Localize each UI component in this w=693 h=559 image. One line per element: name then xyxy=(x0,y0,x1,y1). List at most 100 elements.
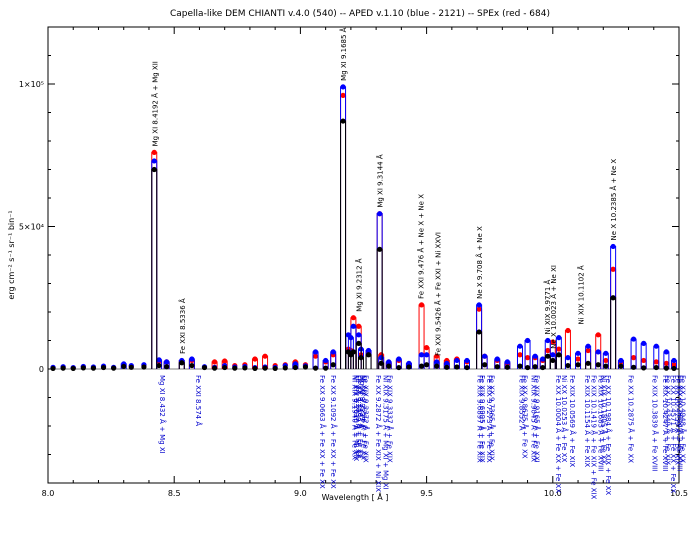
series-1-point xyxy=(418,352,425,358)
series-2-bar xyxy=(340,94,347,369)
series-2-point xyxy=(575,356,581,362)
series-0-point xyxy=(595,362,601,368)
line-label-bottom: Fe XIX 9.2372 Å + Fe XIX xyxy=(361,375,370,463)
series-0-point xyxy=(151,166,157,173)
line-label-bottom: Fe XIX 9.6995 Å + Fe XIX xyxy=(478,375,487,463)
series-1-point xyxy=(550,352,556,358)
line-label-bottom: Fe XX 10.4948 Å + Fe XX xyxy=(679,375,688,463)
series-1-point xyxy=(378,355,384,361)
line-label-top: Fe XXI 8.5336 Å xyxy=(178,298,187,354)
series-1-bar xyxy=(610,245,617,369)
line-label-bottom: Fe XX 10.4349 Å + Fe XIX xyxy=(664,375,673,465)
line-label-bottom: Fe XX 10.4571 Å + Fe XX + Fe XX xyxy=(669,375,678,493)
series-0-point xyxy=(330,362,336,368)
series-0-point xyxy=(222,364,228,371)
series-0-point xyxy=(302,364,309,370)
series-2-bar xyxy=(418,304,425,369)
series-1-point xyxy=(671,357,677,364)
series-0-point xyxy=(111,365,117,371)
line-label-bottom: Fe XX 9.2090 Å + Fe XX xyxy=(354,375,363,459)
series-0-point xyxy=(444,364,450,370)
series-1-point xyxy=(444,360,450,366)
x-tick-label: 10.0 xyxy=(544,489,562,498)
y-tick-label: 0 xyxy=(39,365,44,374)
series-0-point xyxy=(358,355,364,361)
series-1-point xyxy=(653,343,659,349)
series-0-point xyxy=(356,340,362,346)
series-1-point xyxy=(356,332,362,338)
series-0-point xyxy=(575,362,581,368)
series-0-point xyxy=(141,364,147,370)
series-1-point xyxy=(323,357,329,364)
series-0-point xyxy=(406,364,412,370)
y-axis-label: erg cm⁻² s⁻¹ sr⁻¹ bin⁻¹ xyxy=(7,210,16,299)
series-1-point xyxy=(556,335,562,341)
line-label-top: Mg XI 9.3144 Å xyxy=(376,154,385,208)
series-1-point xyxy=(424,352,430,358)
series-1-point xyxy=(532,353,538,359)
series-0-point xyxy=(201,364,208,371)
series-0-point xyxy=(556,352,562,358)
series-0-point xyxy=(464,364,470,371)
series-2-point xyxy=(222,358,228,364)
series-0-point xyxy=(396,364,402,371)
series-1-point xyxy=(292,361,298,367)
series-0-point xyxy=(565,362,571,369)
series-2-point xyxy=(434,353,440,359)
line-label-bottom: Ni XIX 9.9045 Å + Fe XIX xyxy=(530,375,539,462)
x-tick-label: 8.0 xyxy=(42,489,55,498)
line-label-bottom: Ni XIX 9.3175 Å + Mg XI + Mg XI xyxy=(382,375,391,490)
series-1-point xyxy=(340,84,346,90)
series-0 xyxy=(50,118,677,372)
line-label-top: Mg XI 9.1685 Å xyxy=(339,27,348,81)
series-0-bar xyxy=(151,169,158,369)
series-1-point xyxy=(524,337,531,344)
series-1-point xyxy=(575,350,581,356)
series-0-point xyxy=(312,365,319,371)
series-0-point xyxy=(189,362,195,369)
series-1-bar xyxy=(640,342,647,369)
series-layer xyxy=(50,84,677,372)
line-label-top: Fe XXI 9.5426 Å + Fe XXI + Ni XXVI xyxy=(433,232,442,356)
series-1-point xyxy=(504,359,510,365)
series-2-point xyxy=(671,362,677,368)
series-1-point xyxy=(545,337,551,344)
series-2-point xyxy=(356,323,362,329)
series-2-point xyxy=(565,327,571,334)
series-0-point xyxy=(100,364,107,371)
series-0-point xyxy=(603,363,609,369)
line-label-bottom: Ni XIX 9.1940 Å + Fe XX xyxy=(350,375,359,460)
series-0-point xyxy=(70,365,76,372)
series-2-point xyxy=(550,339,556,345)
series-2-point xyxy=(211,359,218,365)
line-label-bottom: Ni XX 10.0253 Å + Fe XX xyxy=(560,375,569,462)
chart-title: Capella-like DEM CHIANTI v.4.0 (540) -- … xyxy=(170,9,550,19)
line-label-bottom: Mg XI 9.2237 Å xyxy=(358,375,367,429)
series-0-point xyxy=(545,353,551,359)
series-1-point xyxy=(164,359,170,365)
series-1-point xyxy=(189,356,195,362)
line-label-bottom: Fe XX 10.0004 Å + Fe XX + Fe XX xyxy=(554,375,563,493)
series-1-bar xyxy=(340,86,347,369)
series-0-point xyxy=(262,365,268,371)
series-1-point xyxy=(350,323,357,329)
series-2-point xyxy=(476,306,482,312)
series-0-point xyxy=(179,360,185,366)
series-0-point xyxy=(323,365,329,371)
series-0-point xyxy=(232,365,238,371)
x-tick-label: 9.0 xyxy=(294,489,307,498)
series-0-point xyxy=(350,349,357,355)
x-tick-label: 9.5 xyxy=(420,489,433,498)
series-2-point xyxy=(350,315,357,321)
series-0-point xyxy=(504,364,510,370)
y-tick-label: 5×10⁴ xyxy=(19,223,44,232)
line-label-bottom: Fe XIX 10.1154 Å + Fe XIX xyxy=(583,375,592,467)
series-0-bar xyxy=(610,297,617,369)
series-2-point xyxy=(641,357,647,364)
series-2-bar xyxy=(610,268,617,369)
series-2-point xyxy=(524,355,531,361)
series-0-point xyxy=(418,363,425,369)
series-1-point xyxy=(482,353,488,359)
line-label-top: Mg XI 9.2312 Å xyxy=(355,258,364,312)
series-2-bar xyxy=(376,213,383,369)
